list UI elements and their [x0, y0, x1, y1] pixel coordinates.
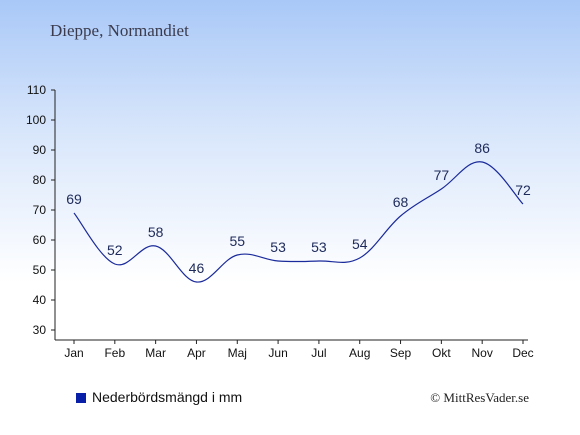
x-tick-label: Mar: [145, 346, 166, 360]
series-line: [73, 161, 524, 283]
data-label: 68: [393, 194, 409, 210]
legend-label: Nederbördsmängd i mm: [92, 389, 243, 405]
y-tick-label: 110: [27, 83, 46, 97]
x-tick-label: Jul: [311, 346, 326, 360]
x-tick-label: Sep: [390, 346, 412, 360]
chart-title: Dieppe, Normandiet: [50, 21, 189, 40]
data-label: 46: [189, 260, 205, 276]
x-tick-label: Feb: [104, 346, 125, 360]
y-tick-label: 80: [33, 173, 47, 187]
x-tick-label: Dec: [512, 346, 533, 360]
y-tick-label: 100: [26, 113, 46, 127]
y-tick-label: 30: [33, 323, 47, 337]
x-tick-label: Aug: [349, 346, 370, 360]
data-label: 86: [474, 140, 490, 156]
y-tick-label: 90: [33, 143, 47, 157]
data-label: 53: [311, 239, 327, 255]
y-tick-label: 50: [33, 263, 47, 277]
legend-swatch: [76, 393, 86, 403]
y-tick-label: 70: [33, 203, 47, 217]
y-tick-label: 40: [33, 293, 47, 307]
x-tick-label: Maj: [228, 346, 247, 360]
x-tick-label: Okt: [432, 346, 451, 360]
data-label: 72: [515, 182, 531, 198]
x-tick-label: Nov: [472, 346, 493, 360]
data-label: 52: [107, 242, 123, 258]
data-label: 53: [270, 239, 286, 255]
x-tick-label: Apr: [187, 346, 206, 360]
legend: Nederbördsmängd i mm: [76, 389, 242, 405]
data-label: 69: [66, 191, 82, 207]
data-label: 55: [229, 233, 245, 249]
x-tick-label: Jun: [268, 346, 287, 360]
copyright-text: © MittResVader.se: [430, 390, 529, 405]
data-label: 58: [148, 224, 164, 240]
data-label: 77: [434, 167, 450, 183]
data-label: 54: [352, 236, 368, 252]
y-tick-label: 60: [33, 233, 47, 247]
x-tick-label: Jan: [64, 346, 83, 360]
